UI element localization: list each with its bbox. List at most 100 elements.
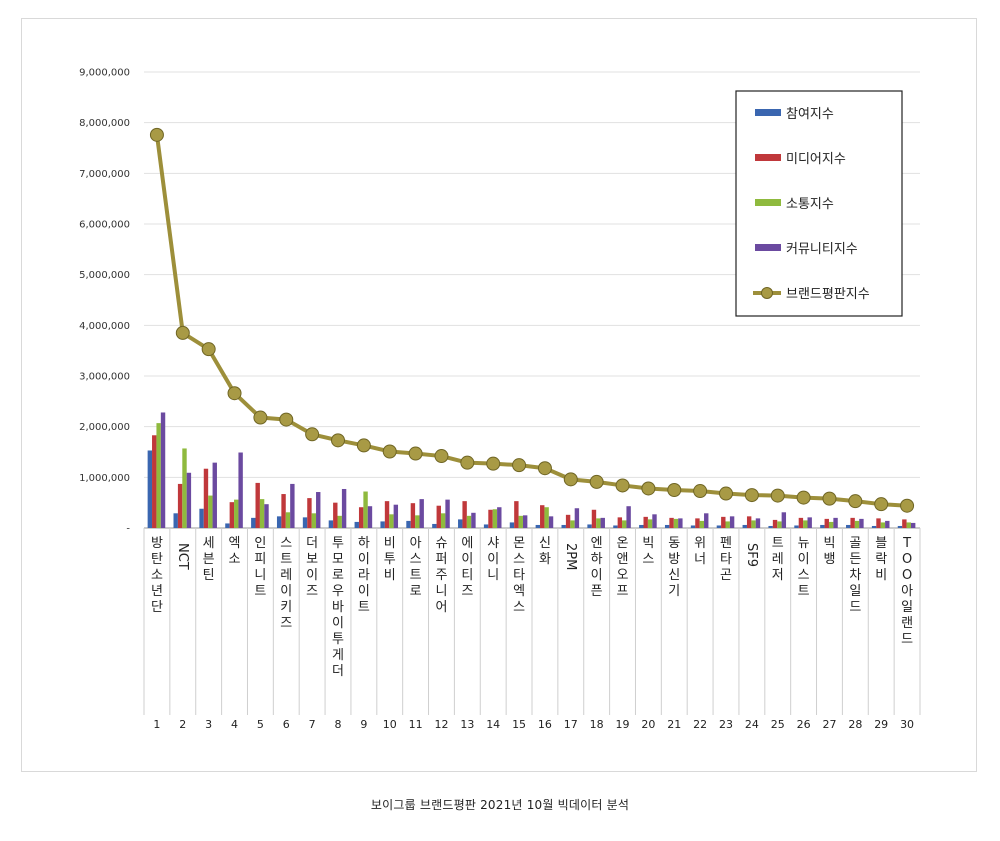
- bar-소통지수: [828, 521, 834, 528]
- brand-index-point: [512, 458, 527, 473]
- rank-label: 3: [205, 718, 212, 731]
- bar-미디어지수: [591, 509, 597, 528]
- bar-미디어지수: [488, 509, 493, 528]
- x-category-label: NCT: [175, 543, 190, 570]
- bar-참여지수: [380, 521, 385, 528]
- rank-label: 29: [874, 718, 888, 731]
- bar-소통지수: [906, 522, 911, 528]
- bar-커뮤니티지수: [548, 516, 554, 528]
- chart-caption: 보이그룹 브랜드평판 2021년 10월 빅데이터 분석: [370, 798, 630, 812]
- rank-label: 26: [797, 718, 811, 731]
- bar-커뮤니티지수: [238, 452, 243, 528]
- brand-index-point: [537, 461, 552, 476]
- rank-label: 24: [745, 718, 759, 731]
- brand-index-point: [486, 456, 501, 471]
- legend-swatch: [755, 154, 781, 161]
- bar-커뮤니티지수: [522, 515, 528, 528]
- bar-미디어지수: [772, 519, 778, 528]
- rank-label: 25: [771, 718, 785, 731]
- bar-커뮤니티지수: [212, 462, 217, 528]
- bar-커뮤니티지수: [471, 512, 476, 528]
- bar-소통지수: [285, 512, 291, 528]
- bar-미디어지수: [824, 518, 829, 528]
- bar-미디어지수: [643, 516, 648, 528]
- legend-marker: [761, 287, 773, 299]
- legend-label: 소통지수: [786, 197, 834, 212]
- x-axis: 방 탄 소 년 단 1 NCT 2 세 븐 틴 3 엑 소 4 인 피 니 트 5 스 트 레 이 키 즈 6 더 보 이 즈 7 투 모 로 우 바 이…: [143, 528, 921, 731]
- bar-소통지수: [259, 499, 265, 528]
- bar-참여지수: [820, 524, 825, 528]
- legend-label: 커뮤니티지수: [786, 242, 858, 257]
- bar-미디어지수: [798, 517, 804, 528]
- bar-커뮤니티지수: [419, 499, 424, 528]
- bar-미디어지수: [850, 517, 855, 528]
- brand-index-point: [822, 491, 837, 506]
- brand-index-point: [356, 438, 371, 453]
- bar-참여지수: [509, 522, 515, 528]
- brand-index-point: [796, 490, 811, 505]
- bar-참여지수: [664, 524, 670, 528]
- rank-label: 16: [538, 718, 552, 731]
- rank-label: 28: [848, 718, 862, 731]
- bar-참여지수: [406, 520, 411, 528]
- bar-미디어지수: [410, 503, 416, 528]
- bar-커뮤니티지수: [781, 512, 787, 528]
- bar-소통지수: [440, 513, 446, 528]
- bar-미디어지수: [152, 435, 157, 528]
- bar-커뮤니티지수: [704, 513, 709, 528]
- brand-index-point: [848, 494, 863, 509]
- bar-소통지수: [389, 514, 394, 528]
- rank-label: 22: [693, 718, 707, 731]
- legend-swatch: [755, 109, 781, 116]
- bar-참여지수: [690, 525, 696, 528]
- bar-소통지수: [363, 491, 368, 528]
- bar-소통지수: [415, 515, 420, 528]
- gridlines: [144, 71, 920, 529]
- bar-소통지수: [182, 448, 187, 528]
- brand-index-point: [667, 483, 682, 497]
- rank-label: 13: [460, 718, 474, 731]
- bar-참여지수: [147, 450, 153, 528]
- bar-커뮤니티지수: [393, 504, 399, 528]
- bar-커뮤니티지수: [729, 516, 735, 528]
- brand-index-point: [305, 427, 320, 442]
- bar-소통지수: [880, 522, 886, 528]
- brand-index-point: [331, 433, 345, 448]
- bar-미디어지수: [695, 518, 700, 528]
- brand-index-point: [434, 449, 449, 464]
- rank-label: 7: [309, 718, 316, 731]
- y-tick-label: -: [126, 524, 130, 535]
- brand-index-point: [900, 498, 915, 513]
- bar-소통지수: [673, 518, 679, 528]
- bar-미디어지수: [436, 505, 441, 528]
- bar-커뮤니티지수: [264, 504, 269, 528]
- rank-label: 4: [231, 718, 238, 731]
- bar-소통지수: [854, 520, 860, 528]
- bar-커뮤니티지수: [807, 517, 812, 528]
- bar-커뮤니티지수: [367, 506, 373, 528]
- bar-소통지수: [622, 520, 627, 528]
- brand-index-point: [589, 474, 604, 489]
- brand-index-point: [382, 444, 397, 459]
- bar-미디어지수: [514, 501, 519, 528]
- rank-label: 20: [641, 718, 655, 731]
- rank-label: 9: [360, 718, 367, 731]
- bar-소통지수: [725, 521, 730, 528]
- bar-커뮤니티지수: [574, 508, 580, 528]
- rank-label: 15: [512, 718, 526, 731]
